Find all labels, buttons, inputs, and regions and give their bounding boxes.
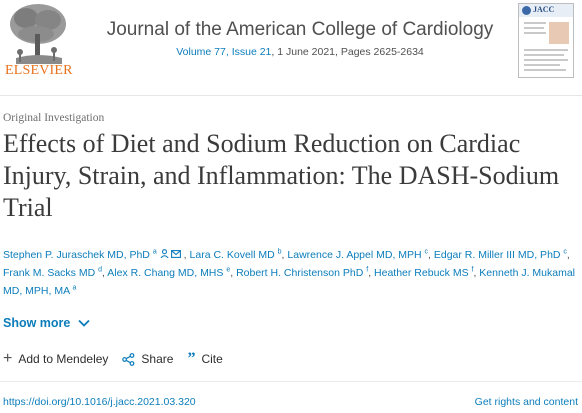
header-divider <box>0 95 582 96</box>
envelope-icon[interactable] <box>171 250 184 260</box>
plus-icon: + <box>3 350 13 367</box>
article-actions: + Add to Mendeley Share ” Cite <box>3 351 237 367</box>
share-label: Share <box>141 352 174 366</box>
article-title: Effects of Diet and Sodium Reduction on … <box>3 129 560 222</box>
author-link[interactable]: Robert H. Christenson PhD f <box>236 266 369 280</box>
cover-image <box>549 22 569 44</box>
share-button[interactable]: Share <box>122 352 173 366</box>
cover-text-line <box>524 49 568 51</box>
volume-issue-link[interactable]: Volume 77, Issue 21 <box>176 46 272 58</box>
cover-text-line <box>524 59 568 61</box>
cover-text-line <box>524 69 566 71</box>
author-link[interactable]: Stephen P. Juraschek MD, PhD a <box>3 248 157 262</box>
show-more-label: Show more <box>3 316 71 330</box>
actions-divider <box>0 381 582 382</box>
cover-text-line <box>524 32 546 34</box>
cover-band <box>519 4 573 17</box>
cover-text-line <box>524 27 544 29</box>
chevron-down-icon <box>78 319 91 327</box>
cite-button[interactable]: ” Cite <box>187 351 222 367</box>
author-link[interactable]: Edgar R. Miller III MD, PhD c <box>433 248 567 262</box>
share-icon <box>122 352 135 366</box>
get-rights-link[interactable]: Get rights and content <box>474 396 578 408</box>
person-icon[interactable] <box>160 249 172 260</box>
cite-label: Cite <box>201 352 223 366</box>
quote-icon: ” <box>187 350 196 367</box>
author-link[interactable]: Kenneth J. Mukamal MD, MPH, MA a <box>3 267 576 297</box>
cover-journal-name: JACC <box>533 5 555 14</box>
doi-link[interactable]: https://doi.org/10.1016/j.jacc.2021.03.3… <box>3 396 196 408</box>
journal-cover-thumbnail[interactable]: JACC <box>518 3 574 78</box>
issue-date-pages: , 1 June 2021, Pages 2625-2634 <box>271 46 424 58</box>
journal-title[interactable]: Journal of the American College of Cardi… <box>106 19 494 40</box>
article-type: Original Investigation <box>3 112 105 124</box>
author-link[interactable]: Lara C. Kovell MD b <box>189 248 282 262</box>
elsevier-tree-icon <box>6 0 70 66</box>
author-link[interactable]: Lawrence J. Appel MD, MPH c <box>287 248 429 262</box>
elsevier-wordmark: ELSEVIER <box>5 63 73 78</box>
show-more-button[interactable]: Show more <box>3 316 91 330</box>
author-link[interactable]: Alex R. Chang MD, MHS e <box>107 266 231 280</box>
cover-text-line <box>524 64 560 66</box>
author-link[interactable]: Heather Rebuck MS f <box>374 266 474 280</box>
journal-issue-info: Volume 77, Issue 21, 1 June 2021, Pages … <box>90 46 510 58</box>
add-to-mendeley-label: Add to Mendeley <box>18 352 109 366</box>
add-to-mendeley-button[interactable]: + Add to Mendeley <box>3 351 108 367</box>
elsevier-logo[interactable]: ELSEVIER <box>2 0 74 84</box>
cover-seal-icon <box>522 6 531 15</box>
cover-text-line <box>524 54 564 56</box>
author-list: Stephen P. Juraschek MD, PhD a , Lara C.… <box>3 248 576 298</box>
journal-header: ELSEVIER Journal of the American College… <box>0 0 582 96</box>
author-link[interactable]: Frank M. Sacks MD d <box>3 266 103 280</box>
cover-text-line <box>524 22 546 24</box>
